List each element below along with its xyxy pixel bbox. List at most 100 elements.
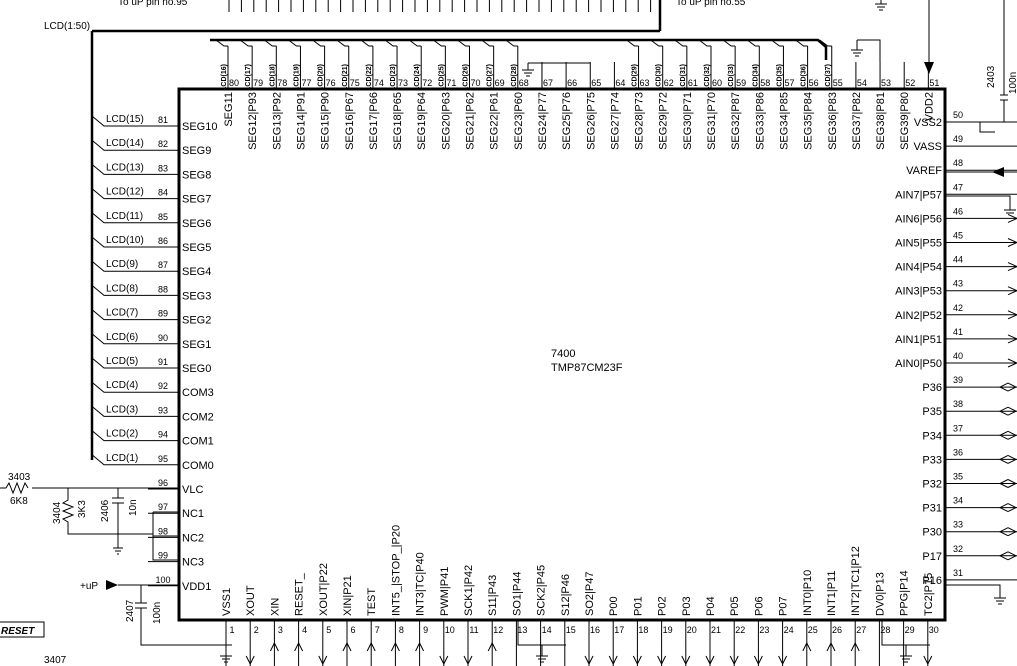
- bottom-pin-name: TC2|P15: [923, 573, 935, 616]
- bottom-pin-number: 2: [254, 625, 259, 635]
- right-pin-number: 44: [953, 255, 963, 265]
- bus-label: LCD(1:50): [44, 21, 90, 32]
- left-pin-name: SEG7: [182, 194, 211, 206]
- top-pin-number: 80: [229, 78, 239, 88]
- lcd-top-label: LCD(16): [221, 64, 228, 91]
- top-pin-name: SEG21|P62: [465, 92, 477, 150]
- left-pin-name: NC3: [182, 557, 204, 569]
- top-pin-name: SEG11: [223, 92, 235, 127]
- up-arrow: [342, 641, 352, 652]
- top-pin-number: 73: [398, 78, 408, 88]
- right-pin-name: P36: [922, 382, 942, 394]
- gnd-bottom-mid: [517, 620, 566, 663]
- chip-body: [177, 87, 947, 622]
- bottom-pin-name: PWM|P41: [439, 567, 451, 616]
- lcd-top-wire: [433, 39, 446, 47]
- right-pin-name: P31: [922, 503, 942, 515]
- lcd-top-label: LCD(32): [704, 64, 711, 91]
- right-pin-number: 33: [953, 520, 963, 530]
- right-pin-name: P16: [922, 575, 942, 587]
- top-pin-name: VDD2: [923, 92, 935, 121]
- up-arrow: [415, 641, 425, 652]
- top-pin-number: 60: [712, 78, 722, 88]
- top-pin-number: 61: [688, 78, 698, 88]
- lcd-net-label: LCD(4): [106, 380, 138, 391]
- lcd-net-label: LCD(11): [106, 211, 143, 222]
- gnd-p16: [945, 584, 1006, 605]
- bottom-pin-name: SO2|P47: [584, 572, 596, 616]
- left-pin-number: 92: [158, 381, 168, 391]
- bottom-pin-number: 17: [614, 625, 624, 635]
- down-arrow: [705, 655, 715, 666]
- lcd-net-wire: [91, 285, 148, 296]
- top-pin-name: SEG27|P74: [609, 92, 621, 150]
- lcd-net-wire: [91, 188, 148, 200]
- bottom-pin-number: 9: [423, 625, 428, 635]
- lcd-top-wire: [215, 39, 228, 47]
- left-pin-number: 87: [158, 260, 168, 270]
- top-pin-name: SEG34|P85: [778, 92, 790, 150]
- lcd-top-label: LCD(25): [438, 64, 445, 91]
- lcd-net-wire: [91, 236, 148, 248]
- bottom-pin-name: INT3|TC|P40: [415, 552, 427, 616]
- bottom-pin-group: 1 VSS1 2 XOUT 3 XIN 4 RESET_ 5 XOUT|P22 6 XIN|P21 7 T…: [221, 525, 939, 666]
- right-pin-number: 31: [953, 568, 963, 578]
- up-arrow: [487, 641, 497, 652]
- chip-ref: 7400: [551, 348, 575, 360]
- bottom-pin-number: 1: [229, 625, 234, 635]
- lcd-top-label: LCD(29): [632, 64, 639, 91]
- bidir-arrow: [998, 503, 1017, 513]
- top-pin-number: 63: [640, 78, 650, 88]
- left-pin-name: COM1: [182, 436, 214, 448]
- lcd-top-label: LCD(33): [728, 64, 735, 91]
- right-pin-name: P33: [922, 454, 942, 466]
- right-pin-name: AIN6|P56: [895, 213, 942, 225]
- bottom-pin-name: INT5_|STOP_|P20: [390, 525, 402, 616]
- lcd-top-label: LCD(28): [511, 64, 518, 91]
- bidir-arrow: [998, 382, 1017, 392]
- right-pin-number: 48: [953, 158, 963, 168]
- bottom-pin-name: P06: [753, 596, 765, 616]
- lcd-top-wire: [819, 39, 832, 47]
- lcd-net-label: LCD(12): [106, 187, 144, 198]
- left-pin-name: SEG6: [182, 218, 211, 230]
- bidir-arrow: [998, 454, 1017, 464]
- top-pin-number: 79: [253, 78, 263, 88]
- top-bus-ticks: [228, 0, 652, 12]
- lcd-net-label: LCD(7): [106, 308, 138, 319]
- top-note-right: To uP pin no.55: [676, 0, 746, 8]
- bidir-arrow: [998, 430, 1017, 440]
- right-pin-name: AIN7|P57: [895, 189, 942, 201]
- right-pin-name: P34: [922, 430, 942, 442]
- lcd-net-label: LCD(13): [106, 162, 144, 173]
- lcd-net-label: LCD(15): [106, 114, 144, 125]
- top-pin-number: 64: [615, 78, 625, 88]
- bottom-pin-number: 15: [566, 625, 576, 635]
- top-pin-number: 59: [736, 78, 746, 88]
- bottom-pin-number: 3: [278, 625, 283, 635]
- bottom-pin-number: 30: [929, 625, 939, 635]
- lcd-bus-main: [90, 0, 828, 460]
- left-pin-number: 85: [158, 212, 168, 222]
- lcd-top-wire: [239, 39, 253, 47]
- lcd-top-label: LCD(37): [825, 64, 832, 91]
- top-pin-name: SEG26|P75: [585, 92, 597, 150]
- top-pin-name: SEG37|P82: [851, 92, 863, 150]
- left-pin-number: 90: [158, 333, 168, 343]
- lcd-net-wire: [91, 212, 148, 224]
- top-pin-number: 76: [326, 78, 336, 88]
- lcd-top-label: LCD(34): [752, 64, 759, 91]
- lcd-top-wire: [264, 39, 277, 47]
- left-pin-number: 98: [158, 526, 168, 536]
- right-pin-name: AIN3|P53: [895, 286, 942, 298]
- lcd-top-wire: [336, 39, 349, 47]
- bidir-arrow: [998, 406, 1017, 416]
- up-arrow: [850, 641, 860, 652]
- bottom-pin-name: P07: [778, 596, 790, 616]
- left-pin-name: COM3: [182, 387, 214, 399]
- lcd-net-label: LCD(3): [106, 404, 138, 415]
- right-pin-name: AIN5|P55: [895, 238, 942, 250]
- top-pin-name: SEG20|P63: [440, 92, 452, 150]
- lcd-top-label: LCD(35): [776, 64, 783, 91]
